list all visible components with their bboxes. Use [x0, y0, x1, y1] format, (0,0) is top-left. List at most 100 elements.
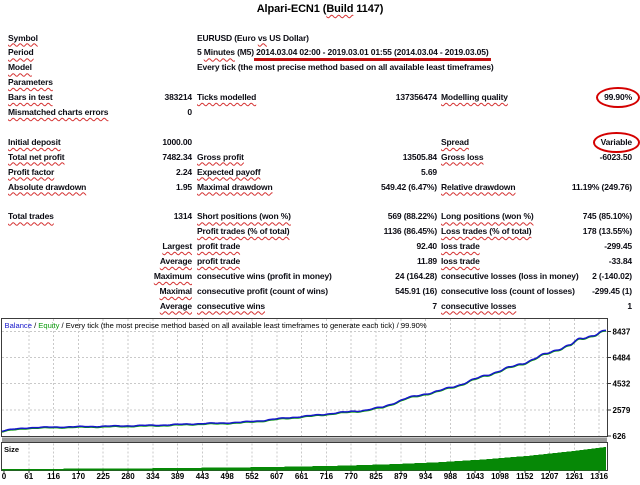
y-axis-labels: 626 2579 4532 6484 8437 — [607, 328, 631, 441]
total-trades-c2l: Short positions (won %) — [197, 210, 291, 222]
profit-loss-trades-c2v-text: 1136 (86.45%) — [383, 226, 437, 237]
average-trade-c1v: Average — [160, 255, 192, 267]
drawdown-c1v-text: 1.95 — [176, 181, 192, 192]
balance-chart-svg: 626 2579 4532 6484 8437 0 61 116 170 225 280 334 389… — [1, 318, 631, 481]
profit-loss-trades-c3l-text: Loss trades (% of total) — [441, 226, 532, 237]
total-trades-c3l: Long positions (won %) — [441, 210, 534, 222]
x-axis-label: 1098 — [491, 472, 509, 480]
x-axis-label: 61 — [24, 472, 33, 480]
model-c1l-text: Model — [8, 62, 32, 73]
largest-trade-c1v: Largest — [162, 240, 192, 252]
maximal-consecutive-c1v: Maximal — [160, 285, 193, 297]
period-c2w: 5 Minutes (M5) 2014.03.04 02:00 - 2019.0… — [197, 46, 491, 62]
bars-in-test-c1l: Bars in test — [8, 91, 53, 103]
profit-loss-trades-c3v: 178 (13.55%) — [583, 225, 632, 237]
largest-trade-c2v: 92.40 — [416, 240, 437, 252]
maximal-consecutive-c2v: 545.91 (16) — [395, 285, 437, 297]
report-row-total-trades: Total trades 1314 Short positions (won %) 5… — [0, 210, 640, 223]
total-trades-c1v-text: 1314 — [173, 211, 192, 222]
parameters-c1l: Parameters — [8, 76, 53, 88]
average-trade-c1v-text: Average — [159, 256, 192, 266]
x-axis-labels: 0 61 116 170 225 280 334 389 443 498 552 607 661 716 7… — [2, 470, 609, 481]
drawdown-c3l: Relative drawdown — [441, 181, 516, 193]
balance-line — [1, 329, 607, 433]
average-consecutive-c3l: consecutive losses — [441, 300, 516, 312]
net-profit-c2l: Gross profit — [197, 151, 244, 163]
mismatched-errors-c1v-text: 0 — [187, 107, 192, 117]
maximal-consecutive-c3v-text: -299.45 (1) — [592, 285, 632, 296]
x-axis-label: 498 — [221, 472, 235, 480]
average-trade-c2v-text: 11.89 — [416, 256, 437, 266]
report-title: Alpari-ECN1 (Build 1147) — [0, 3, 640, 15]
x-axis-label: 770 — [345, 472, 359, 480]
profit-factor-c1l-text: Profit factor — [8, 166, 55, 177]
x-axis-label: 225 — [97, 472, 111, 480]
x-axis-label: 825 — [369, 472, 383, 480]
largest-trade-c3v-text: -299.45 — [604, 241, 632, 252]
report-row-model: Model Every tick (the most precise method… — [0, 61, 640, 74]
bars-in-test-c3l: Modelling quality — [441, 91, 508, 103]
bars-in-test-c2l: Ticks modelled — [197, 91, 256, 103]
largest-trade-c3l: loss trade — [441, 240, 480, 252]
x-axis-label: 443 — [196, 472, 210, 480]
x-axis-label: 1207 — [541, 472, 559, 480]
bars-in-test-c2l-text: Ticks modelled — [197, 92, 257, 103]
maximum-consecutive-c3l: consecutive losses (loss in money) — [441, 270, 579, 282]
chart-legend: Balance / Equity / Every tick (the most … — [5, 321, 427, 330]
net-profit-c2l-text: Gross profit — [197, 151, 244, 162]
drawdown-c3v-text: 11.19% (249.76) — [571, 181, 632, 192]
x-axis-label: 280 — [121, 472, 135, 480]
x-axis-label: 0 — [2, 472, 7, 480]
largest-trade-c1v-text: Largest — [162, 241, 192, 252]
report-row-profit-loss-trades: Profit trades (% of total) 1136 (86.45%) L… — [0, 225, 640, 238]
x-axis-label: 1316 — [590, 472, 608, 480]
symbol-c2w-text: vs — [257, 32, 268, 43]
symbol-c1l-text: Symbol — [8, 32, 38, 43]
net-profit-c3l-text: Gross loss — [441, 151, 484, 162]
y-axis-label: 8437 — [613, 328, 631, 337]
profit-loss-trades-c3l: Loss trades (% of total) — [441, 225, 532, 237]
net-profit-c1v: 7482.34 — [162, 151, 192, 163]
maximum-consecutive-c2v-text: 24 (164.28) — [395, 270, 437, 281]
initial-deposit-c1v-text: 1000.00 — [162, 136, 192, 147]
total-trades-c1v: 1314 — [174, 210, 192, 222]
average-trade-c2v: 11.89 — [417, 255, 437, 267]
drawdown-c2l: Maximal drawdown — [197, 181, 273, 193]
bars-in-test-c1v: 383214 — [165, 91, 193, 103]
x-axis-label: 552 — [245, 472, 259, 480]
model-c2w-text: Every tick (the most precise method base… — [197, 62, 494, 73]
report-row-drawdown: Absolute drawdown 1.95 Maximal drawdown 549… — [0, 181, 640, 194]
period-c2w-text: (M5) — [234, 47, 257, 58]
x-axis-label: 879 — [394, 472, 408, 480]
average-consecutive-c3v: 1 — [627, 300, 632, 312]
total-trades-c3v-text: 745 (85.10%) — [582, 211, 632, 222]
period-c2w-text: 2014.03.04 02:00 - 2019.03.01 01:55 (201… — [254, 47, 491, 62]
x-axis-label: 334 — [146, 472, 160, 480]
total-trades-c2v: 569 (88.22%) — [388, 210, 437, 222]
y-axis-label: 6484 — [613, 354, 631, 363]
maximum-consecutive-c3l-text: consecutive losses (loss in money) — [441, 270, 579, 281]
report-row-initial-deposit: Initial deposit 1000.00 Spread Variable — [0, 131, 640, 153]
x-axis-label: 988 — [444, 472, 458, 480]
x-axis-label: 661 — [295, 472, 309, 480]
chart-frame — [1, 318, 608, 471]
total-trades-c3v: 745 (85.10%) — [583, 210, 632, 222]
net-profit-c3l: Gross loss — [441, 151, 484, 163]
total-trades-c3l-text: Long positions (won %) — [441, 211, 534, 222]
average-consecutive-c2l: consecutive wins — [197, 300, 265, 312]
symbol-c1l: Symbol — [8, 32, 38, 44]
report-row-average-trade: Average profit trade 11.89 loss trade -33.84 — [0, 255, 640, 268]
initial-deposit-c3l: Spread — [441, 136, 469, 148]
legend-equity: Equity — [38, 321, 59, 330]
average-trade-c3l: loss trade — [441, 255, 480, 267]
period-c2w-text: Minutes — [203, 47, 235, 58]
x-axis-label: 934 — [419, 472, 433, 480]
maximum-consecutive-c3v: 2 (-140.02) — [592, 270, 632, 282]
equity-line — [1, 330, 607, 433]
report-row-mismatched-errors: Mismatched charts errors 0 — [0, 106, 640, 119]
bars-in-test-c2v-text: 137356474 — [395, 92, 437, 103]
net-profit-c1l-text: Total net profit — [8, 151, 65, 162]
x-axis-label: 170 — [72, 472, 86, 480]
x-axis-label: 716 — [320, 472, 334, 480]
model-c1l: Model — [8, 61, 32, 73]
